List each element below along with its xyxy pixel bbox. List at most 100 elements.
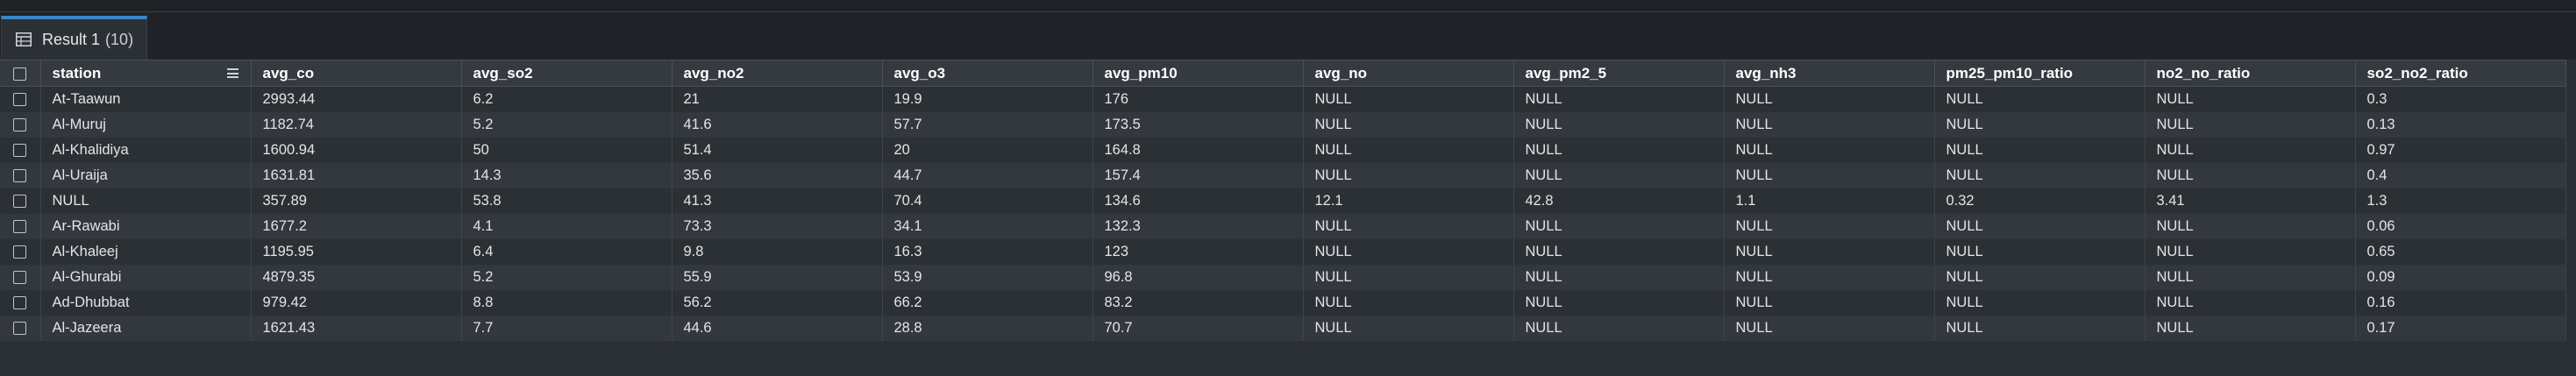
cell-avg-co[interactable]: 1677.2: [251, 214, 462, 239]
cell-avg-pm2-5[interactable]: NULL: [1513, 290, 1725, 316]
row-checkbox[interactable]: [13, 271, 27, 285]
cell-pm25-pm10-ratio[interactable]: NULL: [1934, 265, 2145, 290]
cell-station[interactable]: Ar-Rawabi: [40, 214, 252, 239]
row-checkbox[interactable]: [13, 93, 27, 107]
cell-avg-so2[interactable]: 50: [461, 138, 672, 163]
column-header-avg-no2[interactable]: avg_no2: [672, 60, 883, 87]
cell-avg-no2[interactable]: 9.8: [672, 239, 883, 265]
cell-avg-o3[interactable]: 57.7: [882, 112, 1093, 138]
cell-so2-no2-ratio[interactable]: 0.65: [2355, 239, 2566, 265]
cell-avg-no[interactable]: NULL: [1303, 290, 1514, 316]
cell-avg-co[interactable]: 1621.43: [251, 316, 462, 341]
cell-avg-o3[interactable]: 70.4: [882, 188, 1093, 214]
cell-pm25-pm10-ratio[interactable]: NULL: [1934, 316, 2145, 341]
cell-avg-co[interactable]: 979.42: [251, 290, 462, 316]
cell-avg-pm10[interactable]: 132.3: [1092, 214, 1304, 239]
cell-avg-pm10[interactable]: 96.8: [1092, 265, 1304, 290]
cell-avg-no[interactable]: NULL: [1303, 138, 1514, 163]
cell-avg-so2[interactable]: 4.1: [461, 214, 672, 239]
cell-avg-nh3[interactable]: NULL: [1724, 163, 1935, 188]
cell-avg-o3[interactable]: 19.9: [882, 86, 1093, 112]
cell-station[interactable]: Al-Khalidiya: [40, 138, 252, 163]
cell-avg-o3[interactable]: 66.2: [882, 290, 1093, 316]
cell-pm25-pm10-ratio[interactable]: NULL: [1934, 112, 2145, 138]
cell-no2-no-ratio[interactable]: 3.41: [2145, 188, 2356, 214]
cell-avg-pm10[interactable]: 176: [1092, 86, 1304, 112]
cell-no2-no-ratio[interactable]: NULL: [2145, 112, 2356, 138]
cell-so2-no2-ratio[interactable]: 1.3: [2355, 188, 2566, 214]
cell-station[interactable]: Al-Jazeera: [40, 316, 252, 341]
cell-avg-so2[interactable]: 5.2: [461, 265, 672, 290]
cell-avg-pm10[interactable]: 134.6: [1092, 188, 1304, 214]
cell-so2-no2-ratio[interactable]: 0.13: [2355, 112, 2566, 138]
table-row[interactable]: Al-Jazeera 1621.43 7.7 44.6 28.8 70.7 NULL NULL…: [0, 316, 2566, 341]
row-checkbox[interactable]: [13, 169, 27, 183]
table-row[interactable]: Al-Khaleej 1195.95 6.4 9.8 16.3 123 NULL NULL NU…: [0, 239, 2566, 265]
column-header-avg-no[interactable]: avg_no: [1303, 60, 1514, 87]
cell-so2-no2-ratio[interactable]: 0.4: [2355, 163, 2566, 188]
column-header-avg-co[interactable]: avg_co: [251, 60, 462, 87]
cell-avg-nh3[interactable]: NULL: [1724, 239, 1935, 265]
column-header-avg-pm10[interactable]: avg_pm10: [1092, 60, 1304, 87]
cell-no2-no-ratio[interactable]: NULL: [2145, 316, 2356, 341]
cell-so2-no2-ratio[interactable]: 0.06: [2355, 214, 2566, 239]
cell-avg-no[interactable]: NULL: [1303, 214, 1514, 239]
cell-avg-o3[interactable]: 34.1: [882, 214, 1093, 239]
cell-avg-no2[interactable]: 56.2: [672, 290, 883, 316]
cell-avg-pm2-5[interactable]: NULL: [1513, 239, 1725, 265]
cell-avg-no2[interactable]: 44.6: [672, 316, 883, 341]
cell-avg-nh3[interactable]: NULL: [1724, 86, 1935, 112]
table-row[interactable]: Al-Ghurabi 4879.35 5.2 55.9 53.9 96.8 NULL NULL…: [0, 265, 2566, 290]
table-row[interactable]: At-Taawun 2993.44 6.2 21 19.9 176 NULL NULL NULL…: [0, 86, 2566, 112]
cell-so2-no2-ratio[interactable]: 0.17: [2355, 316, 2566, 341]
cell-pm25-pm10-ratio[interactable]: NULL: [1934, 86, 2145, 112]
cell-no2-no-ratio[interactable]: NULL: [2145, 86, 2356, 112]
row-checkbox[interactable]: [13, 322, 27, 336]
cell-avg-no2[interactable]: 41.6: [672, 112, 883, 138]
cell-avg-o3[interactable]: 20: [882, 138, 1093, 163]
cell-pm25-pm10-ratio[interactable]: NULL: [1934, 214, 2145, 239]
cell-avg-co[interactable]: 1182.74: [251, 112, 462, 138]
cell-no2-no-ratio[interactable]: NULL: [2145, 138, 2356, 163]
cell-avg-so2[interactable]: 6.2: [461, 86, 672, 112]
cell-no2-no-ratio[interactable]: NULL: [2145, 265, 2356, 290]
cell-avg-no2[interactable]: 35.6: [672, 163, 883, 188]
cell-avg-so2[interactable]: 5.2: [461, 112, 672, 138]
cell-no2-no-ratio[interactable]: NULL: [2145, 239, 2356, 265]
cell-station[interactable]: Al-Muruj: [40, 112, 252, 138]
table-row[interactable]: NULL 357.89 53.8 41.3 70.4 134.6 12.1 42.8 1.1 0.…: [0, 188, 2566, 214]
cell-avg-pm2-5[interactable]: NULL: [1513, 112, 1725, 138]
cell-avg-nh3[interactable]: NULL: [1724, 265, 1935, 290]
cell-avg-so2[interactable]: 8.8: [461, 290, 672, 316]
cell-avg-so2[interactable]: 6.4: [461, 239, 672, 265]
row-checkbox[interactable]: [13, 195, 27, 209]
cell-avg-no2[interactable]: 55.9: [672, 265, 883, 290]
cell-avg-o3[interactable]: 16.3: [882, 239, 1093, 265]
cell-no2-no-ratio[interactable]: NULL: [2145, 214, 2356, 239]
cell-avg-nh3[interactable]: 1.1: [1724, 188, 1935, 214]
cell-avg-co[interactable]: 1600.94: [251, 138, 462, 163]
row-checkbox[interactable]: [13, 144, 27, 158]
column-header-avg-pm2-5[interactable]: avg_pm2_5: [1513, 60, 1725, 87]
cell-pm25-pm10-ratio[interactable]: 0.32: [1934, 188, 2145, 214]
column-header-station[interactable]: station: [40, 60, 252, 87]
cell-avg-pm10[interactable]: 123: [1092, 239, 1304, 265]
cell-avg-no2[interactable]: 73.3: [672, 214, 883, 239]
cell-avg-pm2-5[interactable]: NULL: [1513, 163, 1725, 188]
cell-avg-pm2-5[interactable]: NULL: [1513, 265, 1725, 290]
cell-avg-no2[interactable]: 41.3: [672, 188, 883, 214]
cell-avg-no[interactable]: NULL: [1303, 112, 1514, 138]
cell-avg-pm2-5[interactable]: 42.8: [1513, 188, 1725, 214]
cell-avg-nh3[interactable]: NULL: [1724, 290, 1935, 316]
cell-avg-pm10[interactable]: 157.4: [1092, 163, 1304, 188]
cell-avg-no[interactable]: NULL: [1303, 163, 1514, 188]
cell-avg-pm10[interactable]: 83.2: [1092, 290, 1304, 316]
row-checkbox[interactable]: [13, 220, 27, 234]
cell-avg-co[interactable]: 4879.35: [251, 265, 462, 290]
cell-avg-co[interactable]: 1631.81: [251, 163, 462, 188]
column-header-avg-o3[interactable]: avg_o3: [882, 60, 1093, 87]
column-header-avg-so2[interactable]: avg_so2: [461, 60, 672, 87]
cell-avg-pm2-5[interactable]: NULL: [1513, 214, 1725, 239]
table-row[interactable]: Ar-Rawabi 1677.2 4.1 73.3 34.1 132.3 NULL NULL N…: [0, 214, 2566, 239]
cell-avg-nh3[interactable]: NULL: [1724, 214, 1935, 239]
